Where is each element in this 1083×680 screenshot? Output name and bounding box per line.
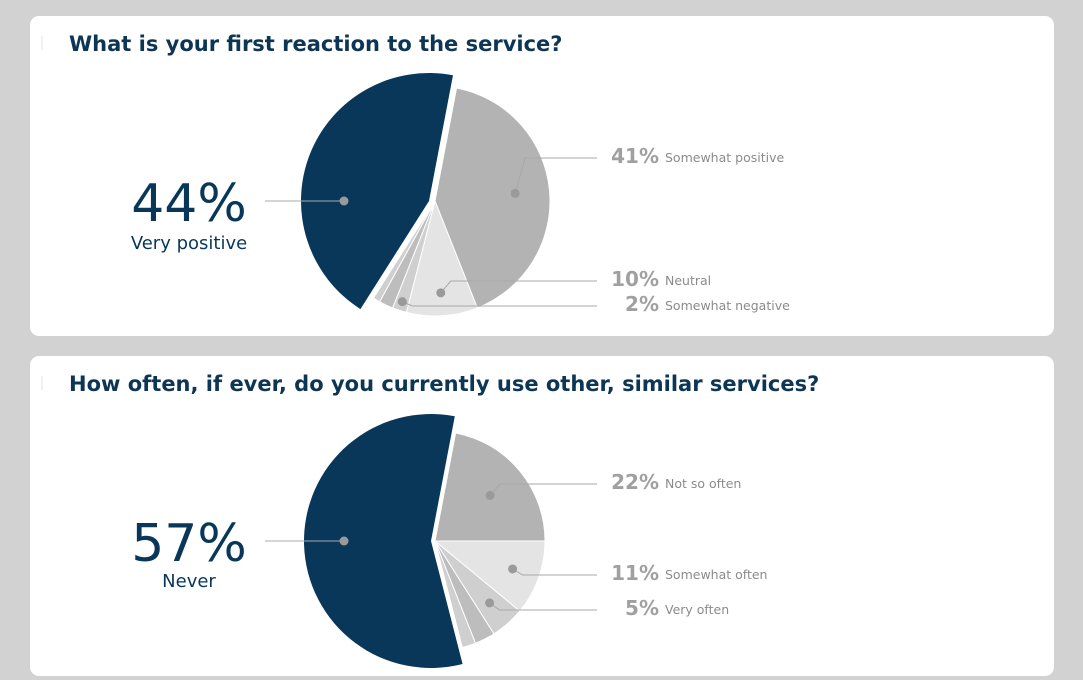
survey-card-first-reaction: What is your first reaction to the servi… (30, 16, 1054, 336)
pie-slice-very-positive (301, 72, 453, 310)
leader-line (514, 157, 597, 194)
leader-dot (485, 598, 495, 608)
pie-slice-somewhat-positive (434, 87, 551, 309)
leader-dot (397, 297, 407, 307)
title-marker (41, 36, 43, 50)
leader-line (489, 483, 597, 496)
title-marker (41, 376, 43, 390)
pie-slice-other-5 (372, 200, 436, 303)
pie-slice-neutral (405, 199, 478, 317)
leader-dot (510, 188, 520, 198)
pie-slices (301, 72, 551, 317)
slice-percent-neutral: 10% (611, 267, 659, 291)
slice-percent-very-often: 5% (625, 596, 659, 620)
big-category-label: Never (162, 571, 216, 592)
slice-label-very-often: Very often (665, 602, 729, 617)
big-category-label: Very positive (131, 233, 247, 254)
leader-line (440, 280, 597, 294)
slice-percent-somewhat-positive: 41% (611, 144, 659, 168)
slice-label-neutral: Neutral (665, 273, 711, 288)
slice-percent-somewhat-often: 11% (611, 561, 659, 585)
leader-dot (339, 196, 349, 206)
slice-label-somewhat-positive: Somewhat positive (665, 150, 784, 165)
pie-chart-first-reaction: 44%Very positive 41% Somewhat positive 10% N… (131, 72, 790, 317)
big-percent-label: 44% (131, 174, 247, 234)
slice-label-somewhat-negative: Somewhat negative (665, 298, 790, 313)
big-percent-label: 57% (131, 514, 247, 574)
pie-slice-not-so-often (434, 432, 546, 542)
chart-title: How often, if ever, do you currently use… (69, 372, 820, 396)
survey-card-usage-frequency: How often, if ever, do you currently use… (30, 356, 1054, 676)
slice-percent-not-so-often: 22% (611, 470, 659, 494)
pie-slices (304, 414, 546, 668)
chart-title: What is your first reaction to the servi… (69, 32, 563, 56)
slice-label-not-so-often: Not so often (665, 476, 741, 491)
pie-slice-other-5 (434, 540, 477, 649)
pie-chart-usage-frequency: 57%Never 22% Not so often 11% Somewhat often… (131, 414, 767, 668)
leader-dot (485, 490, 495, 500)
leader-dot (339, 536, 349, 546)
pie-slice-never (304, 414, 463, 668)
slice-percent-somewhat-negative: 2% (625, 292, 659, 316)
leader-dot (508, 564, 518, 574)
leader-dot (436, 288, 446, 298)
slice-label-somewhat-often: Somewhat often (665, 567, 767, 582)
